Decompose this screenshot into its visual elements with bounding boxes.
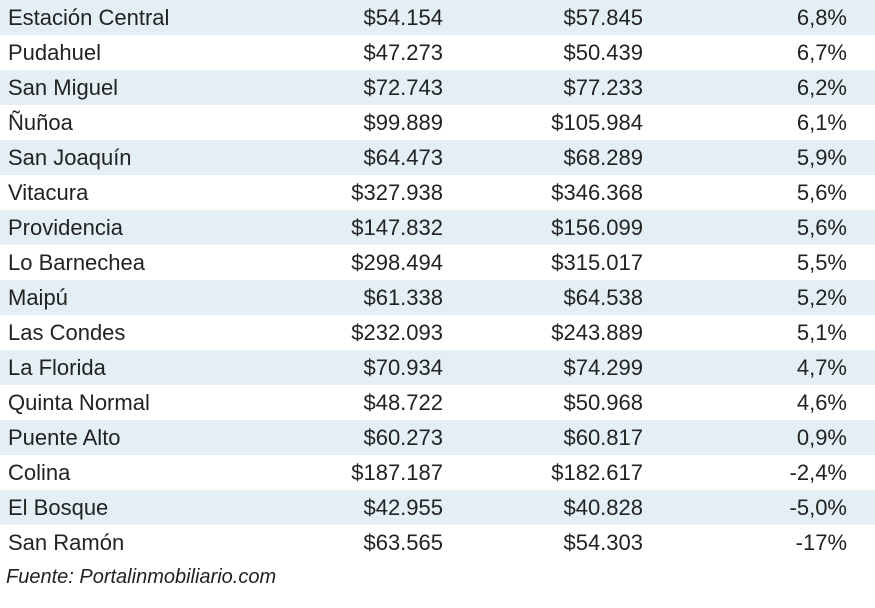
cell-value1: $60.273 (260, 425, 455, 451)
cell-name: Las Condes (0, 320, 260, 346)
cell-value1: $232.093 (260, 320, 455, 346)
cell-value2: $60.817 (455, 425, 655, 451)
table-row: Ñuñoa$99.889$105.9846,1% (0, 105, 875, 140)
cell-name: Pudahuel (0, 40, 260, 66)
cell-percent: -17% (655, 530, 865, 556)
table-row: El Bosque$42.955$40.828-5,0% (0, 490, 875, 525)
cell-value1: $47.273 (260, 40, 455, 66)
table-row: Estación Central$54.154$57.8456,8% (0, 0, 875, 35)
table-row: Pudahuel$47.273$50.4396,7% (0, 35, 875, 70)
cell-value1: $147.832 (260, 215, 455, 241)
cell-value2: $50.968 (455, 390, 655, 416)
cell-value1: $327.938 (260, 180, 455, 206)
cell-percent: 4,6% (655, 390, 865, 416)
cell-name: Colina (0, 460, 260, 486)
cell-value2: $156.099 (455, 215, 655, 241)
cell-percent: 6,8% (655, 5, 865, 31)
cell-name: Ñuñoa (0, 110, 260, 136)
cell-value2: $68.289 (455, 145, 655, 171)
cell-value1: $63.565 (260, 530, 455, 556)
table-row: Providencia$147.832$156.0995,6% (0, 210, 875, 245)
cell-name: San Miguel (0, 75, 260, 101)
cell-value1: $187.187 (260, 460, 455, 486)
cell-percent: 0,9% (655, 425, 865, 451)
cell-percent: 4,7% (655, 355, 865, 381)
source-attribution: Fuente: Portalinmobiliario.com (0, 560, 875, 595)
table-row: Maipú$61.338$64.5385,2% (0, 280, 875, 315)
table-row: San Ramón$63.565$54.303-17% (0, 525, 875, 560)
cell-value1: $48.722 (260, 390, 455, 416)
table-row: Quinta Normal$48.722$50.9684,6% (0, 385, 875, 420)
cell-name: Quinta Normal (0, 390, 260, 416)
cell-name: Vitacura (0, 180, 260, 206)
cell-percent: 5,9% (655, 145, 865, 171)
price-table: Estación Central$54.154$57.8456,8%Pudahu… (0, 0, 875, 560)
cell-value1: $64.473 (260, 145, 455, 171)
cell-value1: $61.338 (260, 285, 455, 311)
cell-percent: 5,2% (655, 285, 865, 311)
cell-value2: $64.538 (455, 285, 655, 311)
table-row: San Joaquín$64.473$68.2895,9% (0, 140, 875, 175)
cell-percent: 6,7% (655, 40, 865, 66)
cell-percent: 6,2% (655, 75, 865, 101)
cell-percent: 5,5% (655, 250, 865, 276)
cell-value1: $42.955 (260, 495, 455, 521)
cell-value2: $57.845 (455, 5, 655, 31)
cell-value2: $243.889 (455, 320, 655, 346)
cell-value2: $182.617 (455, 460, 655, 486)
cell-name: Providencia (0, 215, 260, 241)
cell-value2: $40.828 (455, 495, 655, 521)
cell-percent: 6,1% (655, 110, 865, 136)
table-row: Colina$187.187$182.617-2,4% (0, 455, 875, 490)
cell-value2: $50.439 (455, 40, 655, 66)
cell-name: Maipú (0, 285, 260, 311)
cell-percent: 5,6% (655, 215, 865, 241)
cell-percent: 5,6% (655, 180, 865, 206)
cell-percent: 5,1% (655, 320, 865, 346)
cell-value2: $346.368 (455, 180, 655, 206)
cell-name: El Bosque (0, 495, 260, 521)
cell-name: San Joaquín (0, 145, 260, 171)
cell-name: Estación Central (0, 5, 260, 31)
cell-value2: $74.299 (455, 355, 655, 381)
table-row: Puente Alto$60.273$60.8170,9% (0, 420, 875, 455)
cell-value2: $54.303 (455, 530, 655, 556)
cell-value1: $72.743 (260, 75, 455, 101)
cell-name: Lo Barnechea (0, 250, 260, 276)
cell-value1: $54.154 (260, 5, 455, 31)
table-row: San Miguel$72.743$77.2336,2% (0, 70, 875, 105)
cell-percent: -5,0% (655, 495, 865, 521)
cell-name: San Ramón (0, 530, 260, 556)
cell-percent: -2,4% (655, 460, 865, 486)
cell-value1: $70.934 (260, 355, 455, 381)
cell-value2: $77.233 (455, 75, 655, 101)
table-row: Lo Barnechea$298.494$315.0175,5% (0, 245, 875, 280)
cell-name: Puente Alto (0, 425, 260, 451)
cell-value1: $298.494 (260, 250, 455, 276)
cell-value2: $105.984 (455, 110, 655, 136)
cell-value1: $99.889 (260, 110, 455, 136)
table-row: La Florida$70.934$74.2994,7% (0, 350, 875, 385)
cell-value2: $315.017 (455, 250, 655, 276)
cell-name: La Florida (0, 355, 260, 381)
table-row: Las Condes$232.093$243.8895,1% (0, 315, 875, 350)
table-row: Vitacura$327.938$346.3685,6% (0, 175, 875, 210)
